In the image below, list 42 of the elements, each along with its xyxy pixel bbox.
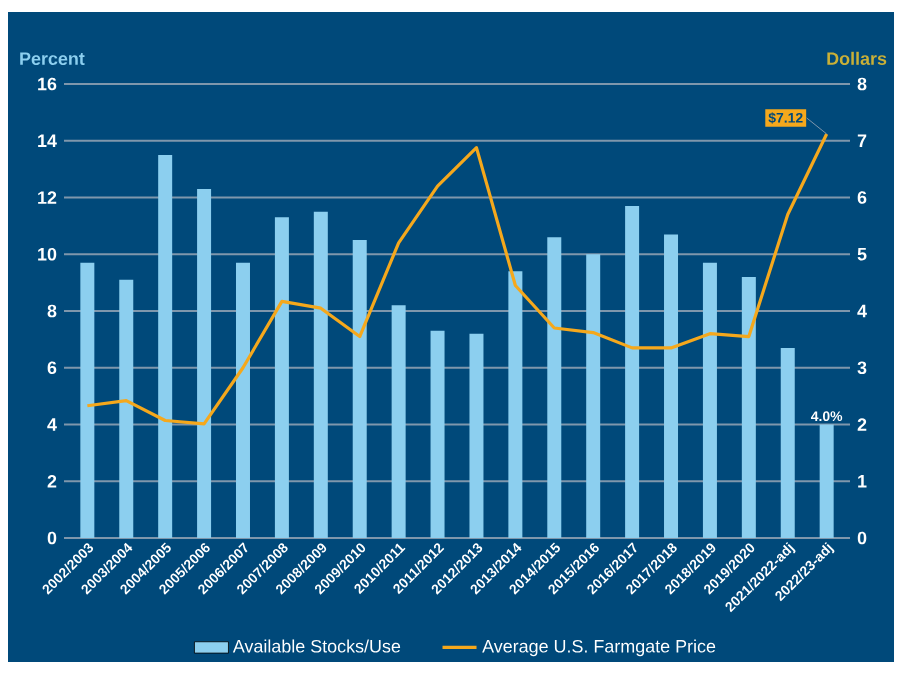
y2-tick-label: 0 (857, 531, 867, 545)
bar (469, 333, 484, 538)
bar (235, 262, 250, 538)
bar (119, 279, 134, 538)
y-tick-label: 8 (47, 304, 57, 318)
bar (197, 188, 212, 538)
bar (430, 330, 445, 538)
y2-tick-label: 8 (857, 77, 867, 91)
bar (547, 237, 562, 538)
bar (664, 234, 679, 538)
y-tick-label: 6 (47, 361, 57, 375)
bar (586, 254, 601, 538)
y-tick-label: 16 (38, 77, 57, 91)
legend-label: Average U.S. Farmgate Price (482, 639, 716, 657)
legend-label: Available Stocks/Use (232, 639, 401, 653)
bar (80, 262, 95, 538)
y2-axis-title: Dollars (827, 51, 887, 65)
y-tick-label: 14 (38, 134, 57, 147)
y2-tick-label: 3 (857, 361, 867, 375)
bar (158, 154, 173, 538)
y-axis-title: Percent (20, 52, 85, 65)
bar (625, 206, 640, 538)
bar (391, 305, 406, 538)
y-tick-label: 10 (38, 247, 57, 261)
bar (819, 424, 834, 538)
y2-tick-label: 2 (857, 418, 867, 431)
bar (741, 276, 756, 538)
bar (508, 271, 523, 538)
y2-tick-label: 6 (857, 191, 867, 204)
y-tick-label: 2 (47, 474, 57, 488)
bar (780, 347, 795, 538)
bar (274, 217, 289, 538)
bar (702, 262, 717, 538)
y2-tick-label: 7 (857, 134, 867, 147)
y2-tick-label: 1 (858, 475, 867, 488)
y-tick-label: 4 (47, 418, 57, 431)
y2-tick-label: 4 (857, 304, 867, 318)
y-tick-label: 12 (38, 191, 57, 204)
y-tick-label: 0 (47, 531, 57, 545)
y2-tick-label: 5 (857, 247, 867, 261)
bar (313, 211, 328, 538)
bar (352, 240, 367, 538)
